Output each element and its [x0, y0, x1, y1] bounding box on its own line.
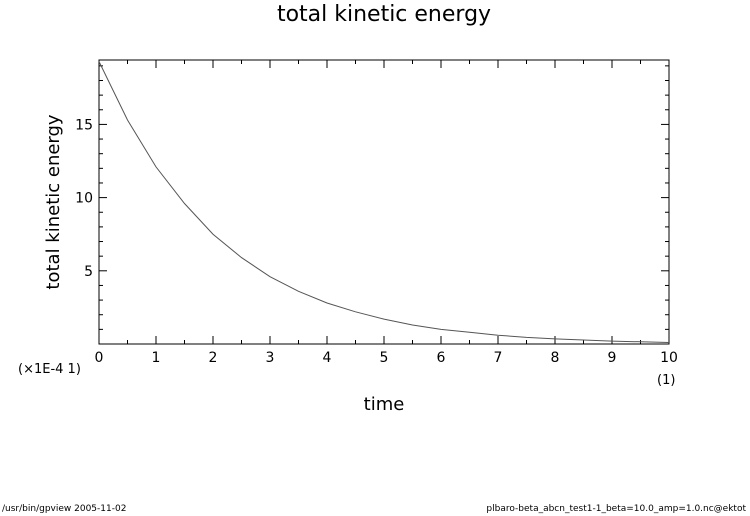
- footer-right: plbaro-beta_abcn_test1-1_beta=10.0_amp=1…: [486, 504, 746, 514]
- x-axis-label: time: [364, 394, 405, 415]
- y-tick-label: 15: [75, 117, 93, 133]
- x-tick-label: 2: [209, 350, 218, 366]
- x-tick-label: 8: [551, 350, 560, 366]
- plot-frame: [98, 59, 670, 345]
- x-tick-label: 7: [494, 350, 503, 366]
- chart-title: total kinetic energy: [277, 2, 491, 27]
- y-multiplier-label: (×1E-4 1): [18, 362, 81, 377]
- y-tick-label: 5: [84, 264, 93, 280]
- x-axis-ticks: 0 1 2 3 4 5 6 7 8 9 10: [95, 60, 678, 366]
- y-axis-label: total kinetic energy: [43, 114, 64, 290]
- y-axis-ticks: 5 10 15: [75, 65, 669, 330]
- footer-left: /usr/bin/gpview 2005-11-02: [2, 504, 127, 514]
- series-line: [98, 61, 670, 343]
- x-tick-label: 1: [152, 350, 161, 366]
- x-tick-label: 6: [437, 350, 446, 366]
- x-tick-label: 9: [608, 350, 617, 366]
- x-tick-label: 0: [95, 350, 104, 366]
- y-tick-label: 10: [75, 191, 93, 207]
- x-multiplier-label: (1): [657, 373, 675, 388]
- x-tick-label: 5: [380, 350, 389, 366]
- x-tick-label: 10: [660, 350, 678, 366]
- x-tick-label: 3: [266, 350, 275, 366]
- x-tick-label: 4: [323, 350, 332, 366]
